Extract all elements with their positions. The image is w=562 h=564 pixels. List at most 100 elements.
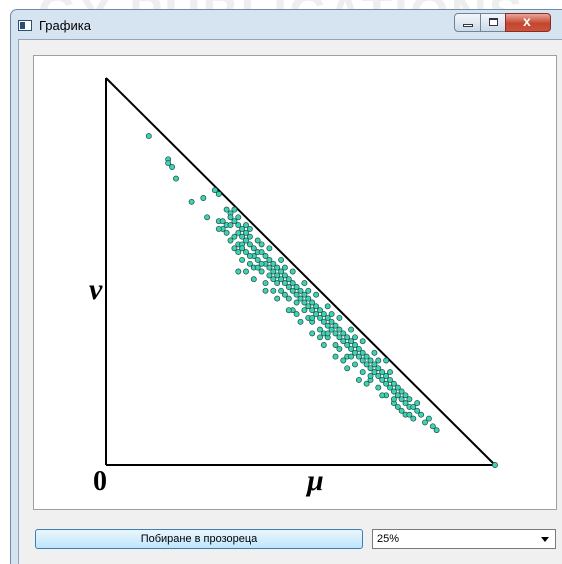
data-point [340,357,347,364]
data-point [235,229,242,236]
data-point [231,233,238,240]
data-point [266,272,273,279]
data-point [406,396,413,403]
data-point [336,326,343,333]
data-point [398,396,405,403]
data-point [243,229,249,236]
data-point [320,318,327,325]
x-axis-label: μ [305,464,324,497]
data-point [355,353,362,360]
data-point [309,314,316,321]
data-point [379,376,386,383]
data-point [231,245,238,252]
data-point [320,311,327,318]
maximize-button[interactable] [480,13,506,32]
data-point [359,338,366,345]
data-point [305,303,312,310]
data-point [359,369,366,376]
data-point [332,322,339,329]
data-point [227,222,234,229]
chevron-down-icon[interactable] [541,537,549,542]
data-point [348,353,355,360]
zoom-select[interactable]: 25% [372,529,556,549]
data-point [297,295,304,302]
data-point [243,249,249,256]
data-point [262,253,269,259]
data-point [243,268,249,275]
data-point [344,334,351,341]
data-point [375,357,382,364]
data-point [379,392,386,399]
data-point [406,411,413,418]
plot-area: 0 μ ν [33,55,557,510]
data-point [355,345,362,352]
data-point [383,373,390,379]
data-point [235,214,242,221]
data-point [278,287,285,294]
data-point [254,264,261,271]
y-axis-label: ν [89,273,103,306]
data-point [317,326,323,333]
data-point [348,338,355,345]
data-point [363,361,370,368]
data-point [246,241,253,248]
data-point [317,334,323,341]
data-point [332,342,339,348]
data-point [200,195,207,201]
data-point [235,249,242,256]
data-point [278,256,285,263]
data-point [422,419,428,426]
data-point [410,415,417,422]
data-point [293,311,300,318]
data-point [433,427,440,434]
close-button[interactable]: x [505,13,551,32]
data-point [281,291,288,298]
title-bar[interactable]: Графика x [11,10,562,38]
data-point [246,260,253,267]
data-point [258,260,265,267]
data-point [165,160,172,167]
data-point [204,214,211,221]
data-point [278,268,285,275]
data-point [348,326,355,333]
data-point [258,249,265,256]
data-point [289,268,296,275]
data-point [258,268,265,275]
data-point [309,330,316,337]
data-point [266,264,273,271]
fit-to-window-button[interactable]: Побиране в прозореца [35,529,363,549]
data-point [387,384,393,391]
data-point [375,365,382,372]
data-point [398,407,405,414]
data-point [348,345,355,352]
data-point [219,218,226,225]
data-point [313,291,320,298]
data-point [305,287,312,294]
data-point [390,396,397,403]
data-point [367,365,374,372]
data-point [336,334,343,341]
close-icon: x [523,13,531,29]
data-point [293,291,300,298]
data-point [274,280,281,287]
data-point [336,314,343,321]
data-point [394,403,401,410]
data-point [363,380,370,387]
app-window: Графика x 0 μ ν Побиране в прозореца 25% [10,9,562,564]
data-point [387,376,393,383]
data-point [328,311,335,318]
data-point [301,291,308,298]
window-app-icon[interactable] [18,20,32,31]
data-point [359,349,366,356]
minimize-button[interactable] [454,13,481,32]
data-point [324,303,331,310]
data-point [188,198,195,205]
data-point [371,349,378,356]
data-point [328,326,335,333]
data-point [328,318,335,325]
data-point [301,299,308,306]
data-point [270,260,277,267]
data-point [371,369,378,376]
data-point [254,237,261,244]
data-point [262,280,269,287]
